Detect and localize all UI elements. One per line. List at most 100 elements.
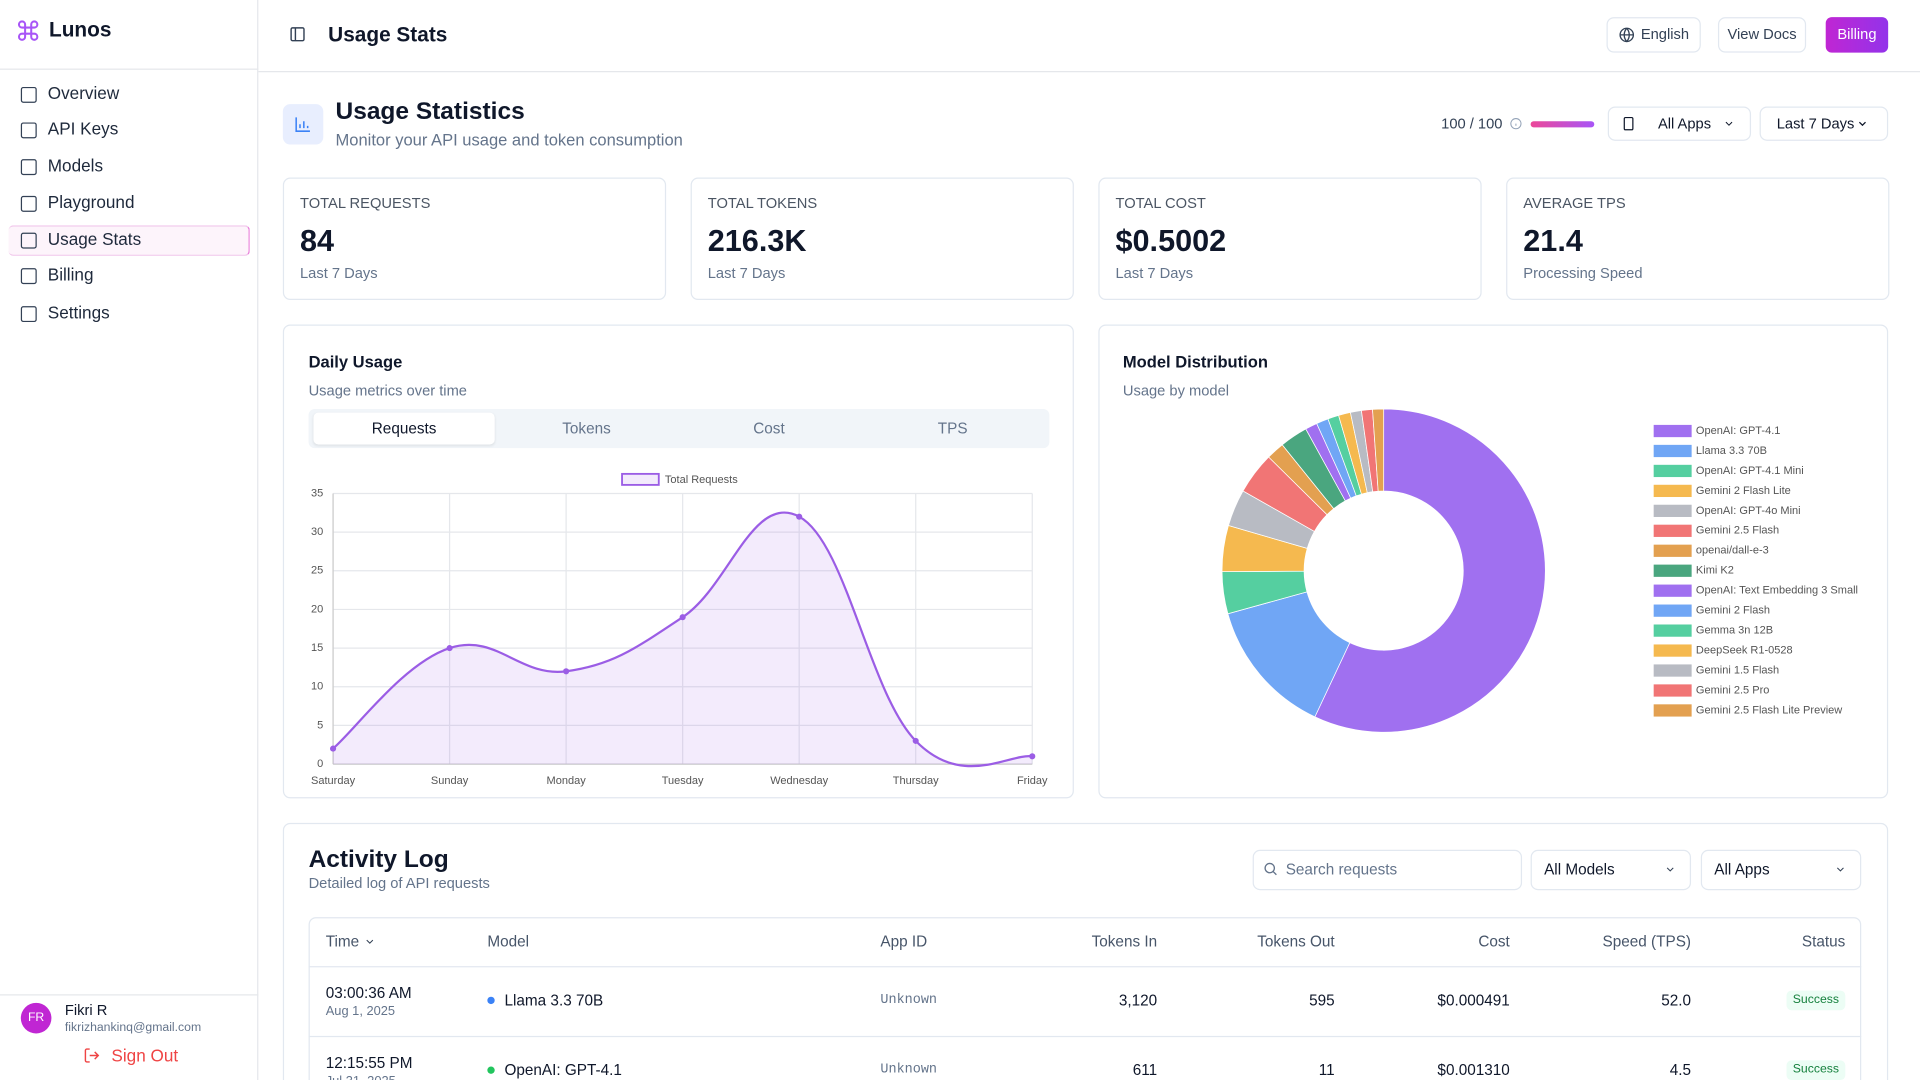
page-icon bbox=[282, 104, 324, 145]
tab[interactable]: Cost bbox=[753, 420, 785, 438]
model-select[interactable] bbox=[1530, 849, 1692, 891]
search-icon bbox=[1264, 862, 1277, 876]
activity-title: Activity Log bbox=[308, 846, 449, 874]
column-header: Model bbox=[487, 933, 530, 951]
legend-swatch bbox=[1653, 464, 1692, 478]
nav-item[interactable]: Billing bbox=[47, 264, 94, 285]
nav-item[interactable]: Settings bbox=[47, 302, 110, 323]
y-tick-label: 0 bbox=[317, 758, 323, 770]
legend-label: OpenAI: GPT-4.1 bbox=[1696, 425, 1781, 437]
tab[interactable]: TPS bbox=[937, 420, 968, 438]
search-box[interactable] bbox=[1252, 849, 1523, 891]
legend-label: Gemini 2 Flash Lite bbox=[1696, 485, 1791, 497]
cost: $0.000491 bbox=[1437, 991, 1510, 1009]
x-tick-label: Sunday bbox=[431, 775, 469, 787]
point bbox=[796, 513, 803, 520]
area bbox=[333, 512, 1033, 767]
nav-icon bbox=[20, 268, 37, 285]
legend-label: Gemini 2.5 Flash Lite Preview bbox=[1696, 704, 1842, 716]
quota-bar bbox=[1530, 121, 1595, 128]
stat-value: 21.4 bbox=[1523, 224, 1583, 259]
stat-card bbox=[1506, 177, 1890, 301]
column-header: Status bbox=[1801, 933, 1846, 951]
legend-label: Total Requests bbox=[665, 474, 738, 486]
nav-icon bbox=[20, 195, 37, 212]
tokens-out: 595 bbox=[1309, 991, 1335, 1009]
cost: $0.001310 bbox=[1437, 1061, 1510, 1079]
nav-item[interactable]: API Keys bbox=[47, 118, 119, 139]
legend-label: openai/dall-e-3 bbox=[1696, 545, 1769, 557]
legend-label: OpenAI: GPT-4o Mini bbox=[1696, 505, 1801, 517]
range-select[interactable] bbox=[1759, 106, 1889, 141]
app-filter-select[interactable] bbox=[1700, 849, 1862, 891]
divider bbox=[0, 994, 259, 996]
legend-label: Gemma 3n 12B bbox=[1696, 625, 1773, 637]
column-header[interactable]: Time bbox=[325, 933, 360, 951]
chart-icon bbox=[295, 117, 310, 132]
nav-icon bbox=[20, 232, 37, 249]
quota: 100 / 100 bbox=[1441, 115, 1503, 133]
tokens-out: 11 bbox=[1318, 1061, 1335, 1079]
y-tick-label: 20 bbox=[311, 603, 323, 615]
legend-swatch bbox=[1653, 664, 1692, 677]
stat-note: Last 7 Days bbox=[707, 264, 786, 282]
legend-swatch bbox=[1653, 524, 1692, 537]
stat-note: Last 7 Days bbox=[1115, 264, 1194, 282]
stat-card bbox=[690, 177, 1074, 301]
legend-swatch bbox=[1653, 564, 1692, 577]
logo-icon bbox=[18, 20, 39, 41]
sort-icon[interactable] bbox=[364, 936, 376, 948]
time: 03:00:36 AM bbox=[325, 984, 412, 1002]
stat-note: Processing Speed bbox=[1523, 264, 1643, 282]
tab[interactable]: Tokens bbox=[562, 420, 611, 438]
sign-out[interactable]: Sign Out bbox=[111, 1045, 179, 1066]
billing-button[interactable]: Billing bbox=[1825, 17, 1889, 53]
device-icon bbox=[1623, 116, 1634, 131]
nav-item[interactable]: Overview bbox=[47, 83, 120, 103]
divider bbox=[258, 71, 1920, 73]
legend-swatch bbox=[621, 472, 660, 486]
point bbox=[330, 745, 337, 752]
chevron bbox=[1666, 867, 1674, 872]
tab[interactable]: Requests bbox=[371, 420, 437, 438]
model-dot bbox=[487, 996, 495, 1005]
y-tick-label: 5 bbox=[317, 719, 323, 731]
legend-swatch bbox=[1653, 644, 1692, 657]
column-header: Cost bbox=[1478, 933, 1510, 951]
stat-value: $0.5002 bbox=[1115, 224, 1227, 259]
model-dot bbox=[487, 1066, 495, 1074]
card-subtitle: Usage by model bbox=[1122, 382, 1230, 400]
y-tick-label: 30 bbox=[311, 526, 323, 538]
legend-swatch bbox=[1653, 704, 1692, 717]
nav-icon bbox=[20, 122, 37, 139]
point bbox=[679, 614, 686, 621]
column-header: Speed (TPS) bbox=[1602, 933, 1692, 951]
nav-item[interactable]: Models bbox=[47, 155, 104, 176]
page-title: Usage Statistics bbox=[335, 97, 525, 125]
user-name: Fikri R bbox=[64, 1001, 108, 1019]
row-border bbox=[308, 1035, 1862, 1038]
card-title: Daily Usage bbox=[308, 352, 403, 372]
nav-item[interactable]: Playground bbox=[47, 192, 135, 212]
stat-card bbox=[282, 177, 667, 301]
search-placeholder: Search requests bbox=[1285, 860, 1398, 878]
chevron bbox=[1858, 121, 1866, 127]
sidebar-toggle[interactable] bbox=[289, 26, 306, 43]
user-email: fikrizhankinq@gmail.com bbox=[64, 1021, 202, 1035]
globe-icon bbox=[1619, 27, 1635, 43]
legend-label: Gemini 2.5 Flash bbox=[1696, 525, 1779, 537]
column-header: Tokens Out bbox=[1257, 933, 1335, 951]
y-tick-label: 10 bbox=[311, 681, 323, 693]
slice bbox=[1372, 408, 1385, 492]
nav-item[interactable]: Usage Stats bbox=[47, 228, 142, 249]
legend-label: Llama 3.3 70B bbox=[1696, 445, 1767, 457]
legend-label: Gemini 2.5 Pro bbox=[1696, 684, 1769, 696]
model-select-label: All Models bbox=[1544, 860, 1615, 878]
x-tick-label: Thursday bbox=[893, 775, 939, 787]
docs-button[interactable]: View Docs bbox=[1717, 17, 1807, 53]
avatar[interactable]: FR bbox=[20, 1002, 52, 1034]
legend-label: Gemini 2 Flash bbox=[1696, 605, 1770, 617]
chevron bbox=[1725, 121, 1733, 126]
card-subtitle: Usage metrics over time bbox=[308, 382, 467, 400]
